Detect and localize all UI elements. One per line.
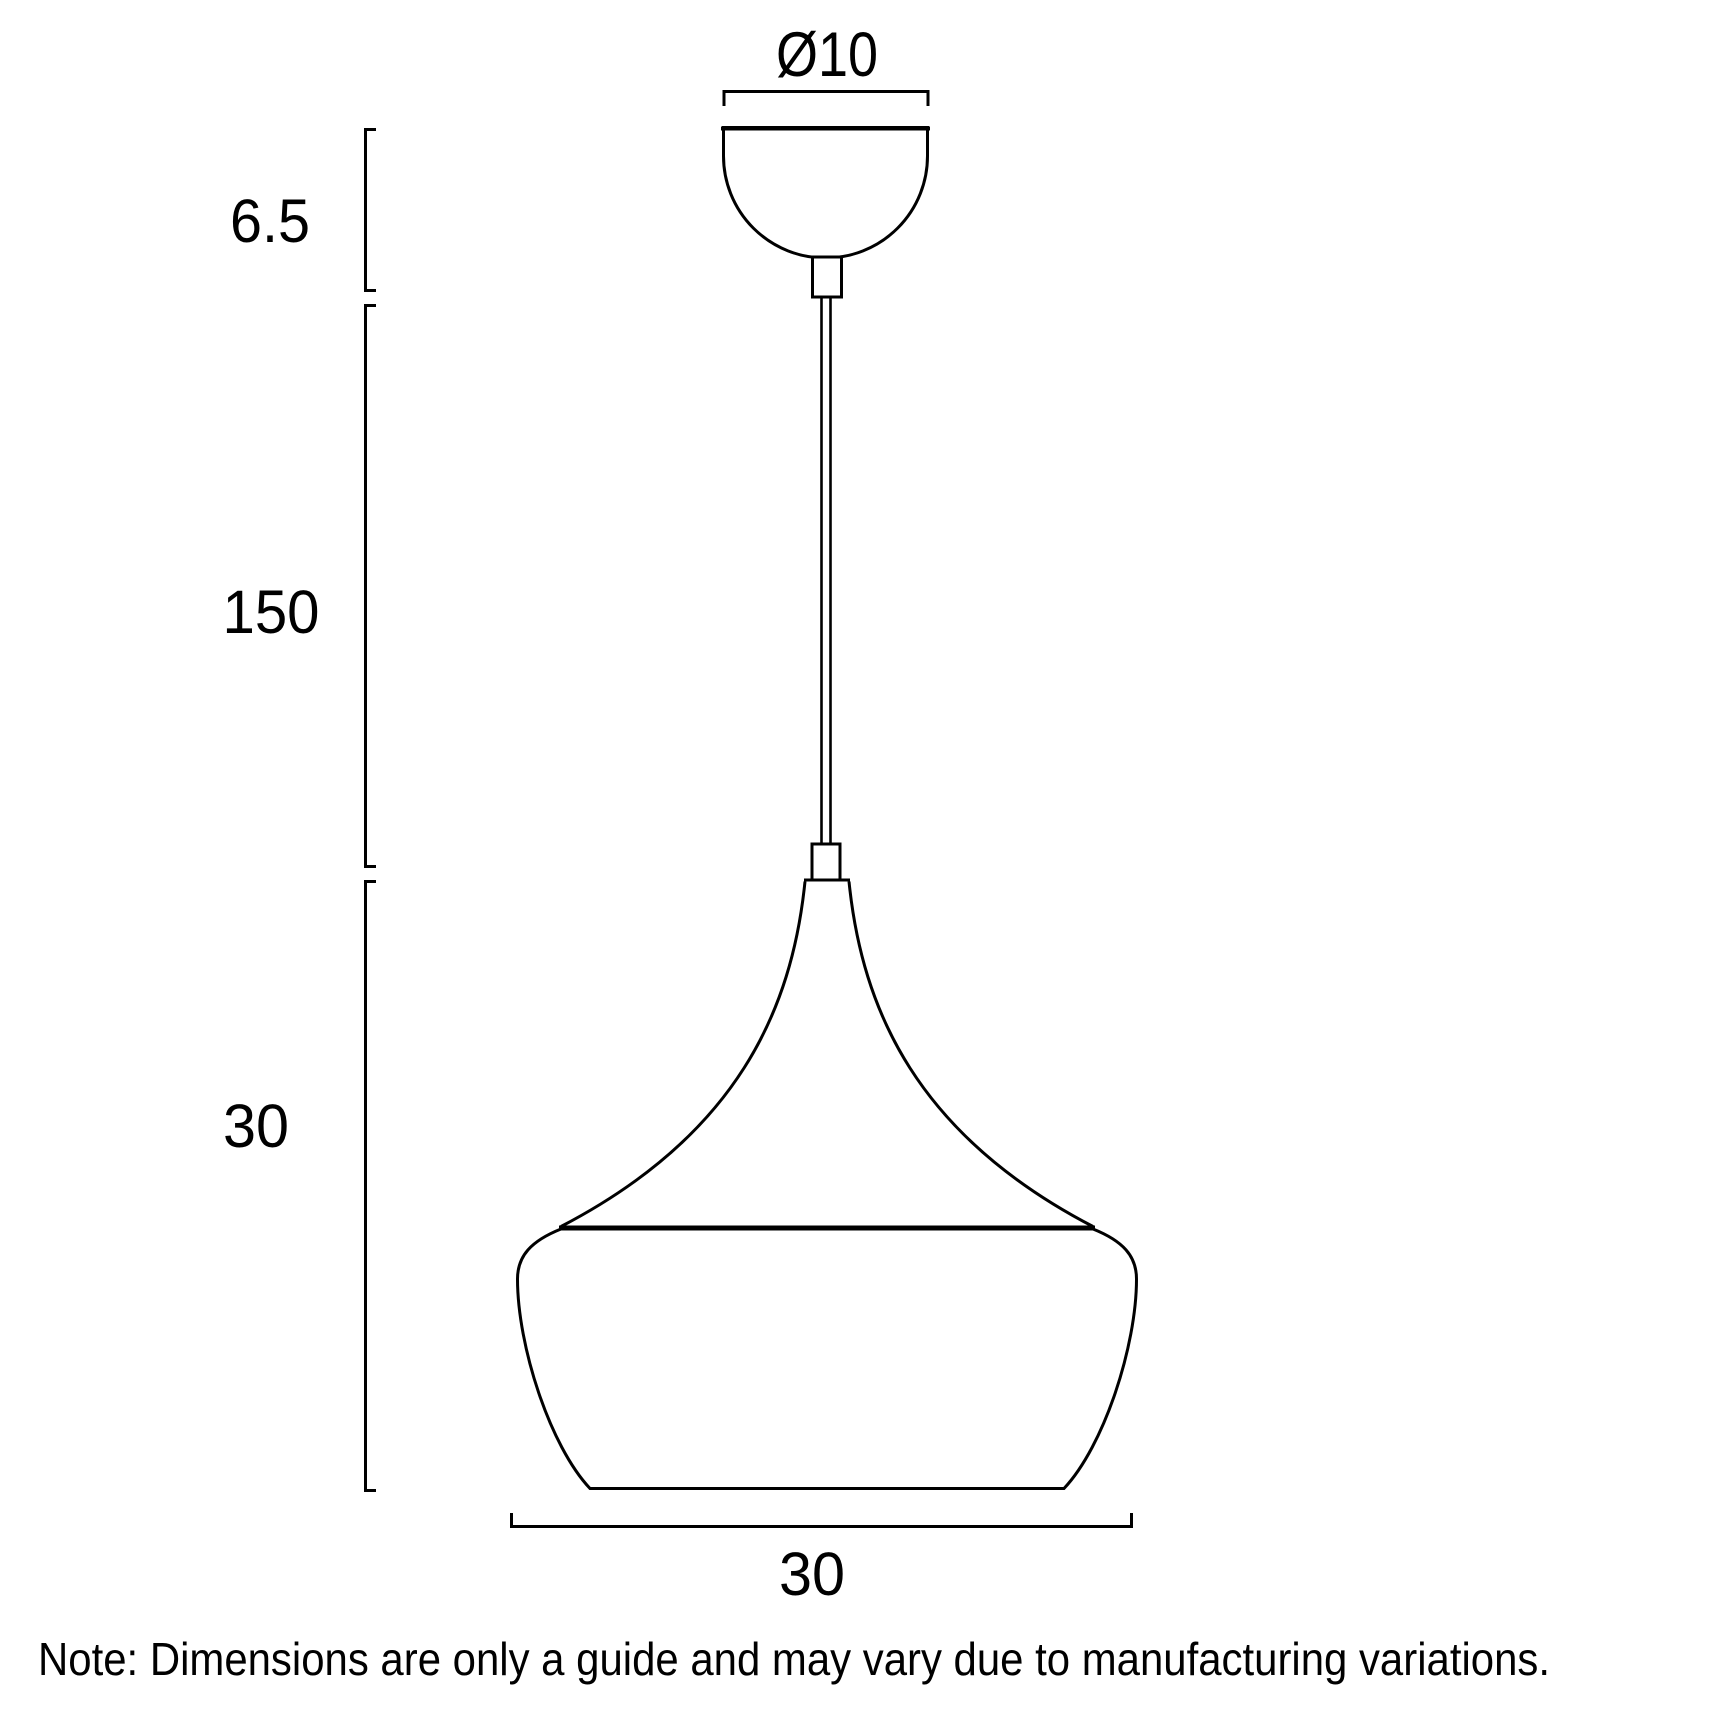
suspension-length-label: 150 — [223, 578, 320, 646]
ceiling-canopy-outline — [722, 126, 929, 260]
canopy-diameter-label: Ø10 — [776, 20, 878, 90]
canopy-height-bracket — [364, 128, 376, 292]
shade-cord-grip — [810, 842, 842, 882]
shade-flare-right — [847, 881, 1094, 1228]
suspension-length-bracket — [364, 304, 376, 868]
shade-diameter-bracket — [510, 1513, 1133, 1528]
canopy-height-label: 6.5 — [230, 187, 310, 255]
canopy-cord-connector — [811, 255, 843, 299]
canopy-diameter-bracket — [722, 90, 930, 106]
dimensions-note: Note: Dimensions are only a guide and ma… — [38, 1633, 1550, 1685]
shade-body-outline — [515, 1227, 1139, 1490]
shade-flare-left — [560, 881, 807, 1228]
shade-height-label: 30 — [223, 1092, 289, 1160]
shade-diameter-label: 30 — [779, 1540, 845, 1608]
shade-height-bracket — [364, 880, 376, 1492]
